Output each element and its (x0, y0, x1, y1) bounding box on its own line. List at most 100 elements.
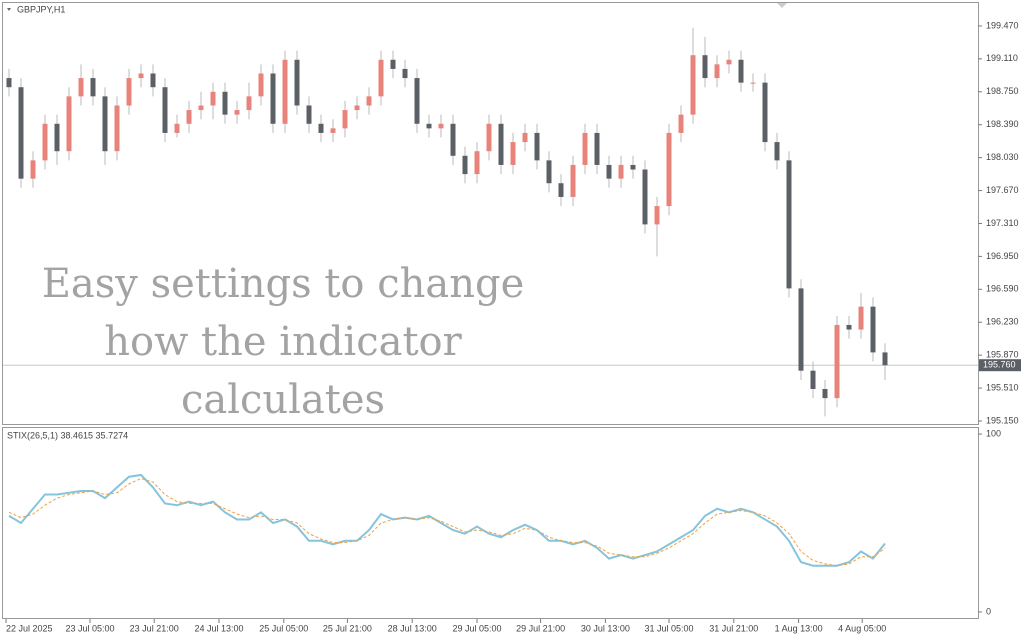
indicator-title: STIX(26,5,1) 38.4615 35.7274 (7, 430, 128, 440)
candle-body (426, 123, 432, 129)
candle-body (738, 59, 744, 83)
candle-body (558, 183, 564, 197)
x-tick-label: 25 Jul 05:00 (259, 623, 308, 633)
candle-body (510, 142, 516, 165)
y-tick-label: 196.950 (986, 251, 1019, 261)
candle-body (378, 59, 384, 97)
dropdown-icon[interactable] (7, 8, 11, 11)
candle-body (54, 123, 60, 152)
candle-body (522, 132, 528, 143)
annotation: Easy settings to change (42, 261, 525, 307)
x-tick-label: 23 Jul 21:00 (130, 623, 179, 633)
y-tick-label: 199.110 (986, 53, 1018, 63)
candle-body (870, 306, 876, 353)
candle-body (126, 78, 132, 106)
current-price-label: 195.760 (983, 360, 1016, 370)
candle-body (534, 132, 540, 161)
candle-body (438, 123, 444, 129)
candle-body (810, 370, 816, 389)
candle-body (90, 78, 96, 97)
candle-body (498, 123, 504, 165)
candle-body (666, 132, 672, 207)
candle-body (102, 96, 108, 152)
candle-body (6, 78, 12, 88)
y-tick-label: 0 (986, 606, 991, 616)
x-tick-label: 28 Jul 13:00 (388, 623, 437, 633)
candle-body (18, 87, 24, 179)
annotation: how the indicator (104, 319, 462, 365)
shift-marker (777, 3, 787, 8)
y-tick-label: 195.870 (986, 350, 1019, 360)
candle-body (294, 59, 300, 106)
candle-body (690, 55, 696, 115)
x-tick-label: 24 Jul 13:00 (194, 623, 243, 633)
candle-body (258, 73, 264, 97)
x-tick-label: 22 Jul 2025 (6, 623, 53, 633)
candle-body (606, 164, 612, 179)
y-tick-label: 198.030 (986, 152, 1019, 162)
x-tick-label: 23 Jul 05:00 (65, 623, 114, 633)
annotation: calculates (181, 377, 385, 423)
y-tick-label: 198.390 (986, 119, 1019, 129)
candle-body (450, 123, 456, 156)
y-tick-label: 196.590 (986, 284, 1019, 294)
candle-body (462, 155, 468, 175)
candle-body (702, 55, 708, 79)
candle-body (162, 87, 168, 133)
x-tick-label: 29 Jul 05:00 (452, 623, 501, 633)
x-tick-label: 30 Jul 13:00 (581, 623, 630, 633)
candle-body (714, 64, 720, 79)
candle-body (270, 73, 276, 124)
x-tick-label: 31 Jul 05:00 (644, 623, 693, 633)
candle-body (570, 164, 576, 197)
candle-body (42, 123, 48, 161)
x-tick-label: 4 Aug 05:00 (838, 623, 886, 633)
x-tick-label: 31 Jul 21:00 (709, 623, 758, 633)
current-price-box (979, 359, 1021, 372)
candle-body (402, 68, 408, 79)
candle-body (546, 160, 552, 184)
candle-body (78, 78, 84, 97)
candle-body (582, 132, 588, 165)
x-tick-label: 1 Aug 13:00 (775, 623, 823, 633)
candle-body (882, 352, 888, 366)
candle-body (822, 388, 828, 399)
candle-body (642, 169, 648, 225)
candle-body (186, 110, 192, 124)
candle-body (174, 123, 180, 133)
candle-body (654, 206, 660, 225)
x-tick-label: 29 Jul 21:00 (516, 623, 565, 633)
candle-body (138, 73, 144, 79)
y-tick-label: 195.510 (986, 382, 1019, 392)
candle-body (198, 105, 204, 111)
candle-body (150, 73, 156, 88)
candle-body (318, 123, 324, 133)
candle-body (630, 164, 636, 170)
y-tick-label: 199.470 (986, 20, 1019, 30)
y-tick-label: 195.150 (986, 415, 1019, 425)
y-tick-label: 196.230 (986, 317, 1019, 327)
candle-body (390, 59, 396, 69)
candle-body (594, 132, 600, 165)
chart-title: GBPJPY,H1 (17, 4, 65, 14)
indicator-line (8, 473, 886, 567)
candle-body (234, 110, 240, 115)
candle-body (798, 288, 804, 371)
candle-body (366, 96, 372, 106)
main-frame (2, 2, 979, 425)
candle-body (66, 96, 72, 152)
candle-body (786, 160, 792, 289)
candle-body (474, 151, 480, 175)
candle-body (114, 105, 120, 152)
candle-body (858, 306, 864, 330)
y-tick-label: 100 (986, 428, 1001, 438)
candle-body (210, 91, 216, 106)
candle-body (246, 96, 252, 111)
candle-body (342, 110, 348, 129)
indicator-frame (2, 427, 979, 619)
candle-body (222, 91, 228, 115)
candle-body (750, 82, 756, 84)
candle-body (726, 59, 732, 65)
candle-body (486, 123, 492, 152)
